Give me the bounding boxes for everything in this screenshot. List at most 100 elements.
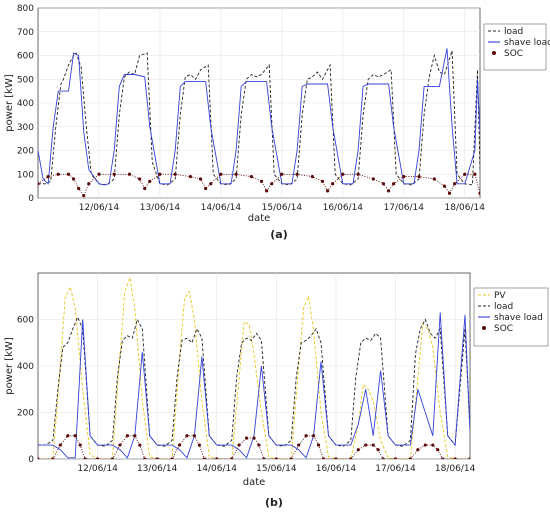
chart-b: 0 200 400 600 12/06/14 13/06/14 14/06/14 15/06/… xyxy=(4,272,549,509)
soc-point xyxy=(280,172,284,176)
soc-point xyxy=(177,443,182,447)
soc-point xyxy=(371,443,375,447)
soc-point xyxy=(468,457,470,459)
soc-point xyxy=(230,457,234,459)
soc-point xyxy=(392,182,396,186)
soc-point xyxy=(188,175,193,179)
series-line-soc xyxy=(38,173,480,197)
y-axis-label: power [kW] xyxy=(4,74,15,132)
y-tick-label: 0 xyxy=(28,455,34,465)
soc-point xyxy=(170,457,174,459)
x-tick-label: 14/06/14 xyxy=(197,464,238,474)
soc-point xyxy=(274,457,278,459)
soc-point xyxy=(148,179,152,183)
y-tick-label: 200 xyxy=(17,409,34,419)
soc-point xyxy=(244,436,249,440)
x-tick-label: 18/06/14 xyxy=(445,203,486,213)
soc-point xyxy=(138,177,142,181)
legend-label: shave load xyxy=(494,313,543,323)
soc-point xyxy=(364,443,368,447)
y-axis-label: power [kW] xyxy=(4,337,15,395)
soc-point xyxy=(432,177,436,181)
soc-point xyxy=(234,172,238,176)
soc-point xyxy=(341,172,345,176)
soc-point xyxy=(197,443,201,447)
legend-label: shave load xyxy=(504,38,550,48)
x-axis-label: date xyxy=(243,477,266,488)
soc-point xyxy=(51,457,55,459)
x-tick-label: 17/06/14 xyxy=(384,203,425,213)
soc-point xyxy=(478,191,480,195)
x-tick-label: 16/06/14 xyxy=(323,203,364,213)
soc-point xyxy=(158,172,162,176)
soc-point xyxy=(452,182,457,186)
soc-point xyxy=(331,182,335,186)
x-tick-label: 12/06/14 xyxy=(77,464,118,474)
soc-point xyxy=(325,189,330,193)
x-axis-label: date xyxy=(248,213,271,224)
soc-point xyxy=(473,172,477,176)
soc-point xyxy=(71,177,76,181)
x-tick-label: 15/06/14 xyxy=(262,203,303,213)
soc-point xyxy=(289,457,293,459)
legend-box xyxy=(483,23,547,71)
y-tick-label: 100 xyxy=(17,170,34,180)
soc-point xyxy=(252,436,256,440)
series-line-shave-load xyxy=(38,48,480,186)
y-tick-label: 500 xyxy=(17,75,34,85)
x-tick-label: 12/06/14 xyxy=(79,203,120,213)
soc-point xyxy=(295,172,299,176)
soc-point xyxy=(125,434,129,438)
x-tick-label: 15/06/14 xyxy=(256,464,297,474)
x-tick-label: 13/06/14 xyxy=(140,203,181,213)
soc-point xyxy=(237,443,241,447)
soc-point xyxy=(381,182,386,186)
soc-point xyxy=(436,448,440,452)
x-tick-label: 13/06/14 xyxy=(137,464,178,474)
soc-point xyxy=(431,443,435,447)
soc-point xyxy=(408,457,413,459)
soc-point xyxy=(334,457,338,459)
soc-point xyxy=(202,457,206,459)
y-tick-label: 700 xyxy=(17,28,34,38)
soc-point xyxy=(393,457,398,459)
soc-point xyxy=(219,172,223,176)
soc-point xyxy=(118,443,122,447)
chart-a: 0 100 200 300 400 500 600 700 800 12/06/14 13/06/1… xyxy=(4,4,550,241)
soc-point xyxy=(417,175,421,179)
soc-point xyxy=(386,189,391,193)
soc-point xyxy=(127,172,132,176)
panel-caption: (b) xyxy=(265,496,283,509)
soc-point xyxy=(381,457,385,459)
soc-point xyxy=(97,172,101,176)
soc-point xyxy=(112,172,116,176)
soc-point xyxy=(320,179,325,183)
soc-point xyxy=(209,182,213,186)
soc-point xyxy=(447,191,452,195)
y-tick-label: 300 xyxy=(17,123,34,133)
soc-point xyxy=(376,448,380,452)
soc-point xyxy=(155,457,159,459)
legend-swatch xyxy=(492,51,496,55)
y-tick-label: 600 xyxy=(17,52,34,62)
soc-point xyxy=(38,457,40,459)
soc-point xyxy=(257,443,261,447)
soc-point xyxy=(58,443,62,447)
soc-point xyxy=(270,182,274,186)
soc-point xyxy=(192,434,197,438)
panel-caption: (a) xyxy=(270,228,287,241)
soc-point xyxy=(316,443,321,447)
y-tick-label: 400 xyxy=(17,99,34,109)
soc-point xyxy=(78,443,82,447)
soc-point xyxy=(95,457,100,459)
soc-point xyxy=(265,189,269,193)
soc-point xyxy=(66,172,71,176)
series-group xyxy=(38,277,470,459)
soc-point xyxy=(87,182,91,186)
soc-point xyxy=(198,177,203,181)
soc-point xyxy=(143,186,147,191)
soc-point xyxy=(416,448,420,452)
